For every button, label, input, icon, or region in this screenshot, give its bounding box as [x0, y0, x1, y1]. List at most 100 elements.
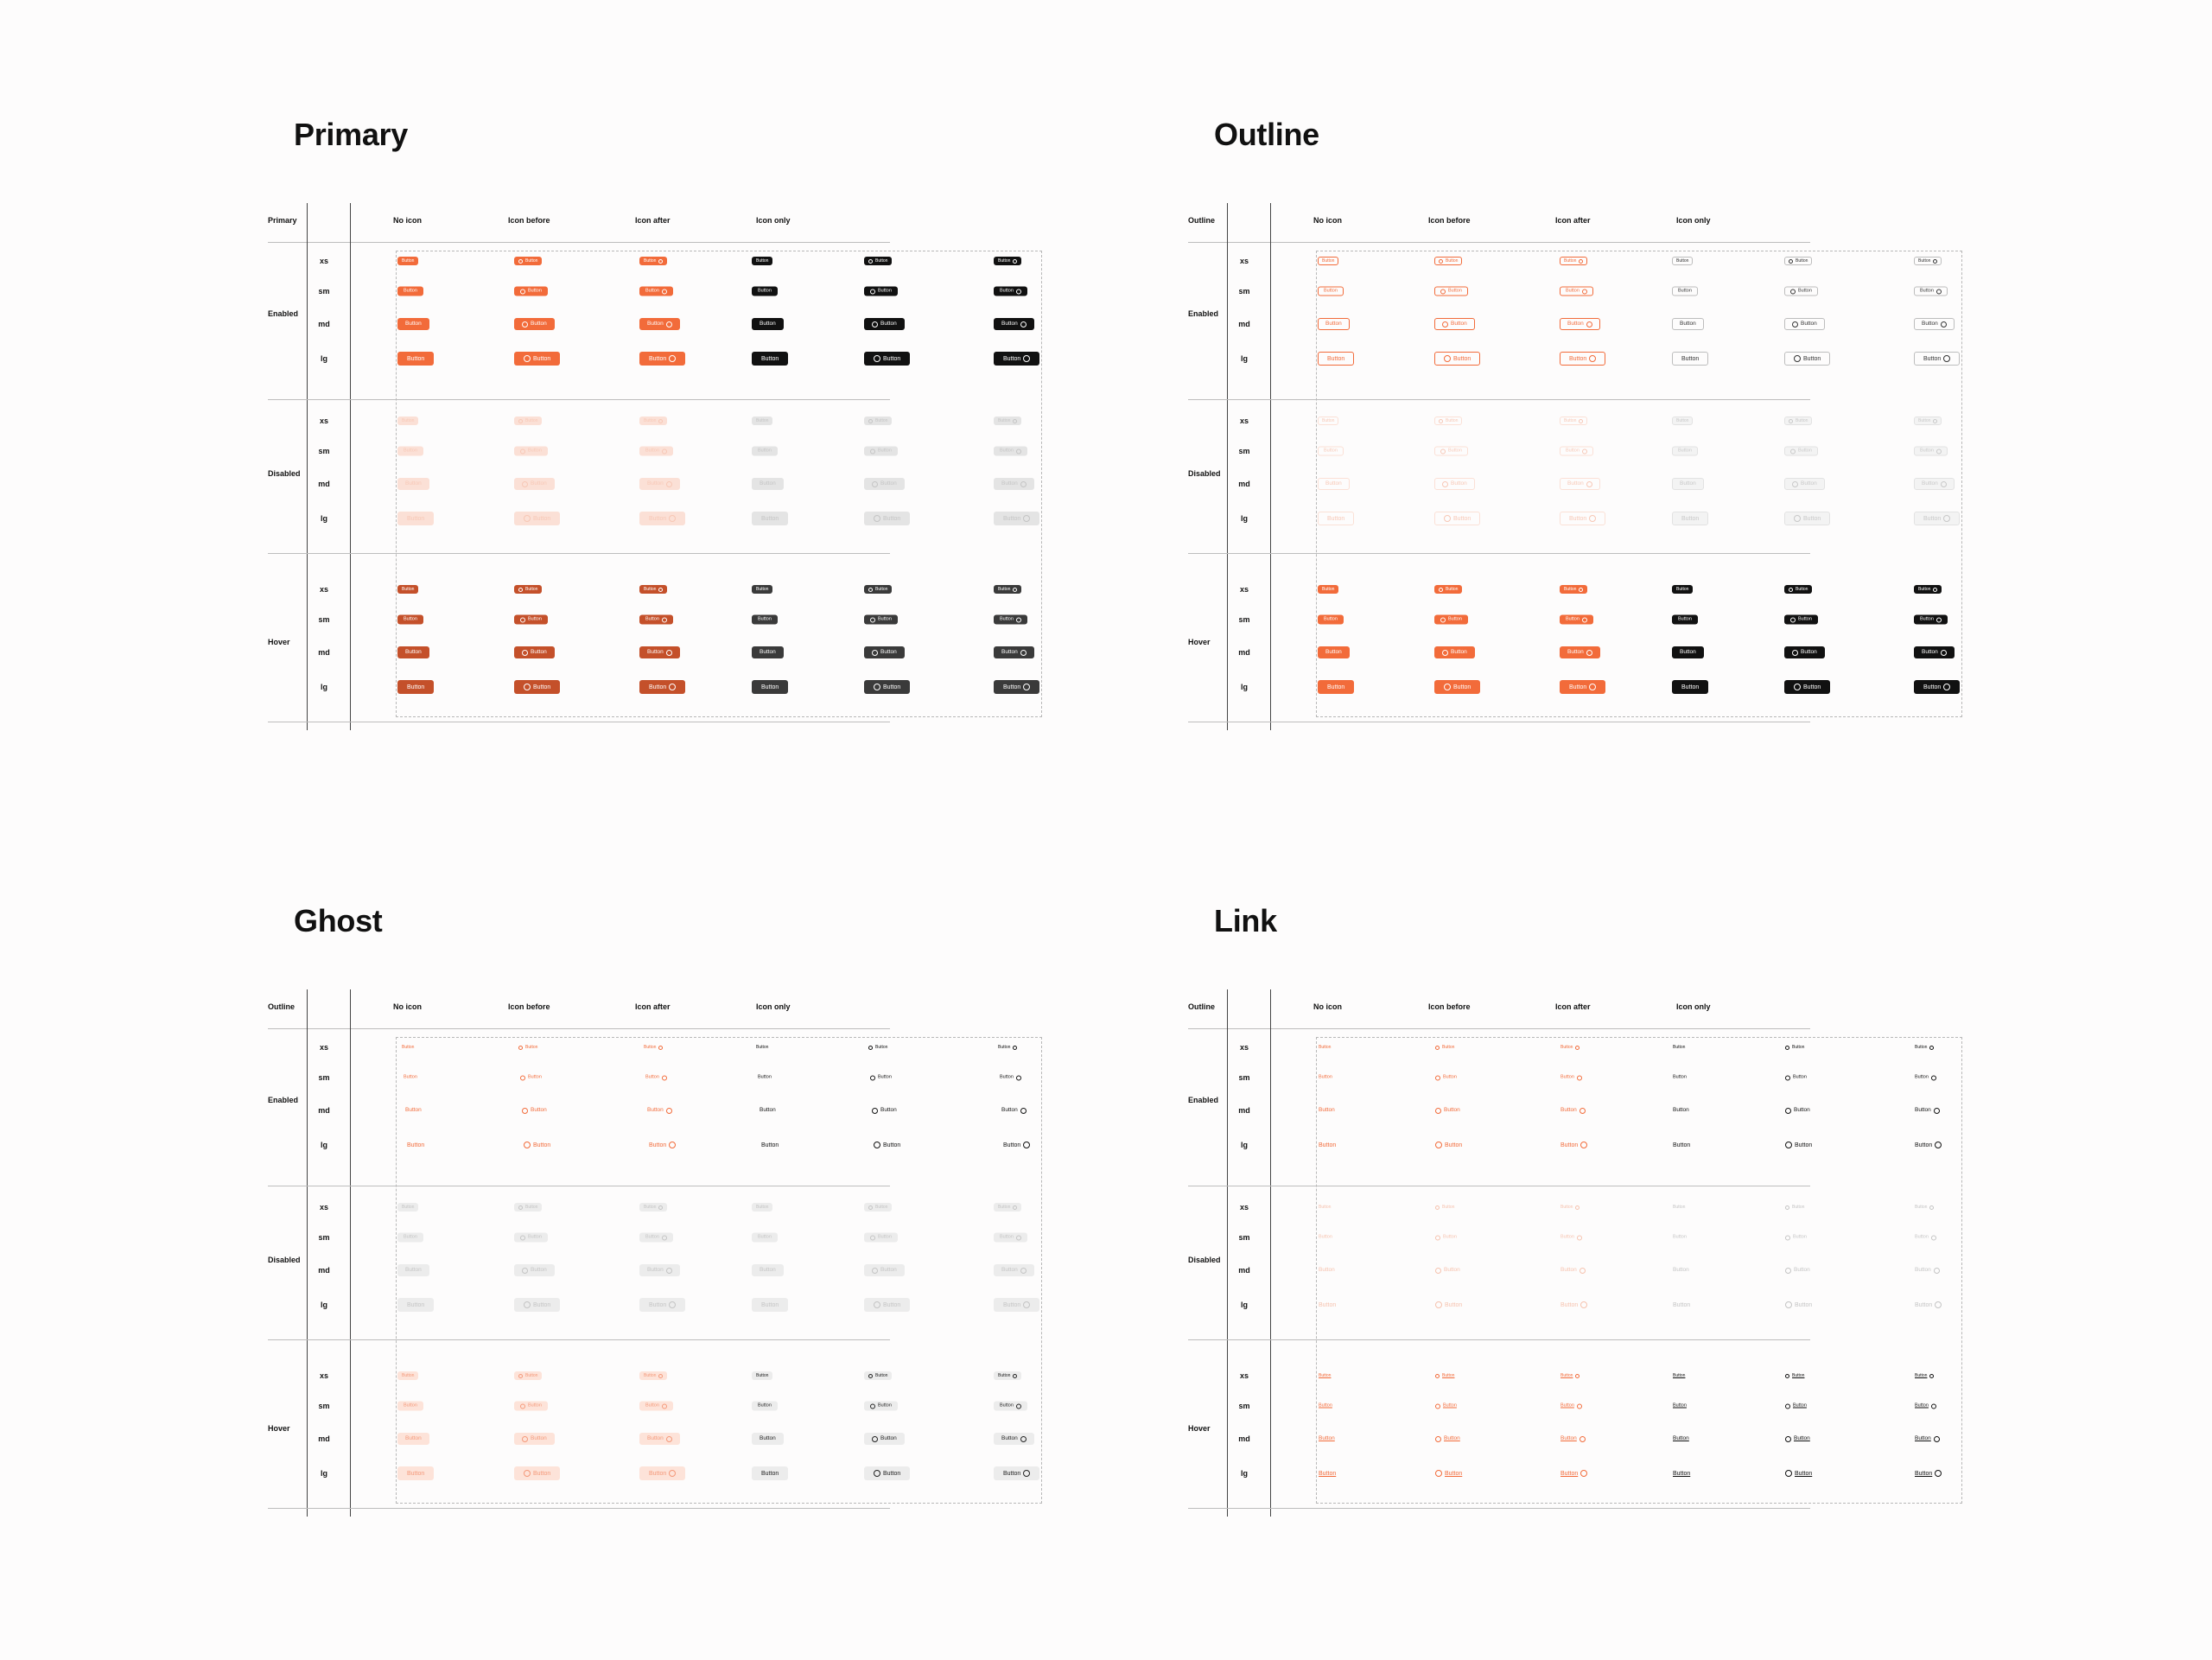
outline-hover-sm-neutral-no-icon-button[interactable]: Button — [1672, 614, 1698, 625]
link-hover-md-neutral-no-icon-button[interactable]: Button — [1672, 1433, 1690, 1445]
primary-hover-xs-neutral-icon-before-button[interactable]: Button — [864, 585, 893, 594]
link-enabled-sm-neutral-no-icon-button[interactable]: Button — [1672, 1073, 1688, 1083]
outline-enabled-lg-neutral-icon-after-button[interactable]: Button — [1914, 352, 1961, 366]
primary-enabled-xs-accent-no-icon-button[interactable]: Button — [397, 257, 419, 265]
link-hover-xs-accent-icon-after-button[interactable]: Button — [1560, 1371, 1580, 1380]
ghost-hover-xs-accent-icon-before-button[interactable]: Button — [514, 1371, 543, 1380]
outline-hover-lg-neutral-icon-after-button[interactable]: Button — [1914, 680, 1961, 694]
link-hover-md-accent-icon-before-button[interactable]: Button — [1434, 1433, 1461, 1445]
primary-enabled-xs-neutral-icon-before-button[interactable]: Button — [864, 257, 893, 265]
primary-hover-xs-accent-icon-after-button[interactable]: Button — [639, 585, 668, 594]
link-hover-sm-accent-no-icon-button[interactable]: Button — [1318, 1402, 1333, 1411]
ghost-enabled-sm-accent-no-icon-button[interactable]: Button — [397, 1073, 423, 1083]
outline-enabled-lg-neutral-icon-before-button[interactable]: Button — [1784, 352, 1831, 366]
link-hover-xs-accent-icon-before-button[interactable]: Button — [1434, 1371, 1455, 1380]
outline-enabled-sm-neutral-no-icon-button[interactable]: Button — [1672, 286, 1698, 296]
ghost-enabled-md-accent-icon-before-button[interactable]: Button — [514, 1104, 555, 1116]
link-hover-sm-neutral-no-icon-button[interactable]: Button — [1672, 1402, 1688, 1411]
outline-hover-sm-neutral-icon-before-button[interactable]: Button — [1784, 614, 1818, 625]
link-hover-md-neutral-icon-after-button[interactable]: Button — [1914, 1433, 1941, 1445]
outline-enabled-lg-accent-icon-before-button[interactable]: Button — [1434, 352, 1481, 366]
primary-enabled-md-accent-no-icon-button[interactable]: Button — [397, 318, 429, 330]
link-enabled-xs-neutral-no-icon-button[interactable]: Button — [1672, 1043, 1686, 1052]
ghost-enabled-xs-neutral-no-icon-button[interactable]: Button — [752, 1043, 772, 1052]
primary-enabled-sm-neutral-no-icon-button[interactable]: Button — [752, 286, 778, 296]
link-enabled-md-accent-icon-before-button[interactable]: Button — [1434, 1104, 1461, 1116]
primary-enabled-md-neutral-no-icon-button[interactable]: Button — [752, 318, 784, 330]
link-hover-lg-neutral-icon-before-button[interactable]: Button — [1784, 1466, 1813, 1480]
link-enabled-xs-accent-no-icon-button[interactable]: Button — [1318, 1043, 1332, 1052]
link-enabled-sm-neutral-icon-after-button[interactable]: Button — [1914, 1073, 1937, 1083]
outline-hover-xs-neutral-icon-before-button[interactable]: Button — [1784, 585, 1813, 594]
primary-hover-md-accent-icon-after-button[interactable]: Button — [639, 646, 680, 658]
link-hover-xs-neutral-icon-before-button[interactable]: Button — [1784, 1371, 1805, 1380]
outline-enabled-xs-neutral-icon-after-button[interactable]: Button — [1914, 257, 1942, 265]
primary-hover-xs-neutral-icon-after-button[interactable]: Button — [994, 585, 1022, 594]
outline-hover-lg-neutral-icon-before-button[interactable]: Button — [1784, 680, 1831, 694]
link-hover-xs-neutral-icon-after-button[interactable]: Button — [1914, 1371, 1935, 1380]
link-enabled-sm-neutral-icon-before-button[interactable]: Button — [1784, 1073, 1808, 1083]
link-enabled-lg-neutral-icon-before-button[interactable]: Button — [1784, 1138, 1813, 1152]
primary-enabled-lg-accent-icon-before-button[interactable]: Button — [514, 352, 561, 366]
primary-hover-lg-neutral-no-icon-button[interactable]: Button — [752, 680, 789, 694]
link-enabled-xs-neutral-icon-after-button[interactable]: Button — [1914, 1043, 1935, 1052]
primary-enabled-sm-accent-icon-before-button[interactable]: Button — [514, 286, 548, 296]
primary-enabled-lg-neutral-icon-before-button[interactable]: Button — [864, 352, 911, 366]
link-enabled-sm-accent-icon-after-button[interactable]: Button — [1560, 1073, 1583, 1083]
outline-hover-lg-neutral-no-icon-button[interactable]: Button — [1672, 680, 1709, 694]
outline-hover-xs-neutral-icon-after-button[interactable]: Button — [1914, 585, 1942, 594]
primary-hover-xs-accent-no-icon-button[interactable]: Button — [397, 585, 419, 594]
primary-enabled-lg-accent-icon-after-button[interactable]: Button — [639, 352, 686, 366]
primary-enabled-xs-accent-icon-before-button[interactable]: Button — [514, 257, 543, 265]
ghost-enabled-sm-accent-icon-before-button[interactable]: Button — [514, 1073, 548, 1083]
outline-enabled-sm-neutral-icon-before-button[interactable]: Button — [1784, 286, 1818, 296]
primary-hover-xs-accent-icon-before-button[interactable]: Button — [514, 585, 543, 594]
link-enabled-lg-accent-icon-after-button[interactable]: Button — [1560, 1138, 1588, 1152]
ghost-enabled-xs-accent-icon-after-button[interactable]: Button — [639, 1043, 667, 1052]
ghost-hover-lg-neutral-icon-before-button[interactable]: Button — [864, 1466, 911, 1480]
outline-enabled-md-accent-no-icon-button[interactable]: Button — [1318, 318, 1350, 330]
primary-enabled-md-neutral-icon-before-button[interactable]: Button — [864, 318, 905, 330]
ghost-hover-xs-neutral-no-icon-button[interactable]: Button — [752, 1371, 773, 1380]
ghost-hover-xs-neutral-icon-after-button[interactable]: Button — [994, 1371, 1022, 1380]
primary-hover-md-neutral-icon-after-button[interactable]: Button — [994, 646, 1034, 658]
outline-enabled-xs-neutral-no-icon-button[interactable]: Button — [1672, 257, 1694, 265]
outline-enabled-lg-accent-icon-after-button[interactable]: Button — [1560, 352, 1606, 366]
outline-hover-md-accent-icon-after-button[interactable]: Button — [1560, 646, 1600, 658]
primary-hover-lg-accent-icon-before-button[interactable]: Button — [514, 680, 561, 694]
ghost-enabled-md-neutral-no-icon-button[interactable]: Button — [752, 1104, 784, 1116]
outline-enabled-sm-accent-icon-before-button[interactable]: Button — [1434, 286, 1468, 296]
link-hover-md-accent-icon-after-button[interactable]: Button — [1560, 1433, 1586, 1445]
outline-enabled-sm-accent-no-icon-button[interactable]: Button — [1318, 286, 1344, 296]
link-enabled-lg-accent-icon-before-button[interactable]: Button — [1434, 1138, 1463, 1152]
outline-hover-lg-accent-icon-after-button[interactable]: Button — [1560, 680, 1606, 694]
primary-hover-sm-accent-no-icon-button[interactable]: Button — [397, 614, 423, 625]
ghost-hover-md-neutral-no-icon-button[interactable]: Button — [752, 1433, 784, 1445]
link-hover-lg-accent-no-icon-button[interactable]: Button — [1318, 1466, 1337, 1480]
outline-hover-sm-accent-no-icon-button[interactable]: Button — [1318, 614, 1344, 625]
link-hover-lg-accent-icon-after-button[interactable]: Button — [1560, 1466, 1588, 1480]
outline-hover-xs-neutral-no-icon-button[interactable]: Button — [1672, 585, 1694, 594]
primary-enabled-lg-neutral-no-icon-button[interactable]: Button — [752, 352, 789, 366]
outline-hover-sm-accent-icon-before-button[interactable]: Button — [1434, 614, 1468, 625]
link-hover-lg-accent-icon-before-button[interactable]: Button — [1434, 1466, 1463, 1480]
primary-enabled-xs-neutral-icon-after-button[interactable]: Button — [994, 257, 1022, 265]
primary-hover-md-neutral-icon-before-button[interactable]: Button — [864, 646, 905, 658]
primary-hover-sm-neutral-no-icon-button[interactable]: Button — [752, 614, 778, 625]
ghost-hover-lg-accent-icon-after-button[interactable]: Button — [639, 1466, 686, 1480]
link-enabled-md-neutral-no-icon-button[interactable]: Button — [1672, 1104, 1690, 1116]
outline-enabled-sm-neutral-icon-after-button[interactable]: Button — [1914, 286, 1948, 296]
link-enabled-md-accent-icon-after-button[interactable]: Button — [1560, 1104, 1586, 1116]
link-enabled-md-accent-no-icon-button[interactable]: Button — [1318, 1104, 1336, 1116]
ghost-hover-md-neutral-icon-after-button[interactable]: Button — [994, 1433, 1034, 1445]
primary-hover-lg-accent-icon-after-button[interactable]: Button — [639, 680, 686, 694]
primary-hover-lg-accent-no-icon-button[interactable]: Button — [397, 680, 435, 694]
ghost-enabled-md-accent-no-icon-button[interactable]: Button — [397, 1104, 429, 1116]
outline-hover-sm-neutral-icon-after-button[interactable]: Button — [1914, 614, 1948, 625]
ghost-hover-sm-accent-icon-before-button[interactable]: Button — [514, 1401, 548, 1411]
outline-enabled-md-accent-icon-before-button[interactable]: Button — [1434, 318, 1475, 330]
outline-enabled-md-neutral-icon-before-button[interactable]: Button — [1784, 318, 1825, 330]
ghost-enabled-lg-accent-icon-before-button[interactable]: Button — [514, 1138, 560, 1152]
link-hover-sm-neutral-icon-after-button[interactable]: Button — [1914, 1402, 1937, 1411]
ghost-enabled-sm-accent-icon-after-button[interactable]: Button — [639, 1073, 673, 1083]
